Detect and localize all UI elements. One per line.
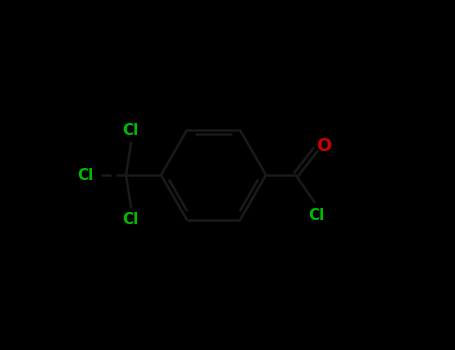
Text: Cl: Cl: [122, 212, 139, 228]
Text: Cl: Cl: [122, 122, 139, 138]
Text: Cl: Cl: [77, 168, 93, 182]
Text: Cl: Cl: [308, 208, 325, 223]
Text: O: O: [316, 137, 331, 155]
